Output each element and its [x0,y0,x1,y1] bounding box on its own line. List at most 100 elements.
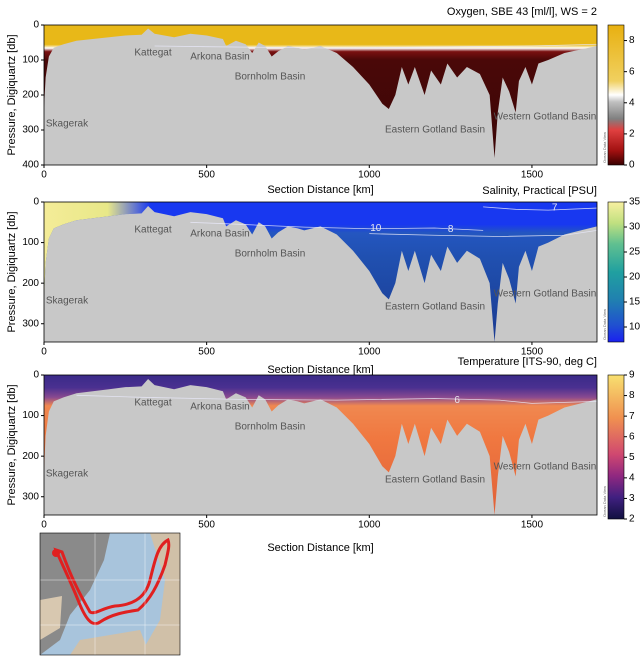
colorbar-tick-label: 6 [629,66,635,77]
colorbar-tick-label: 25 [629,247,640,258]
x-tick-label: 1000 [358,170,381,181]
colorbar-tick-label: 7 [629,411,635,422]
basin-label: Skagerak [46,296,89,307]
colorbar-tick-label: 35 [629,197,640,208]
map-frame [39,532,181,656]
y-tick-label: 0 [33,197,39,208]
x-tick-label: 1000 [358,520,381,531]
colorbar-tick-label: 2 [629,514,635,525]
basin-label: Western Gotland Basin [494,112,597,123]
basin-label: Bornholm Basin [235,422,306,433]
colorbar-tick-label: 20 [629,272,640,283]
x-tick-label: 500 [198,520,215,531]
water-field [44,375,597,515]
y-tick-label: 100 [22,55,39,66]
chart-title: Temperature [ITS-90, deg C] [458,356,597,368]
water-field [44,202,597,342]
water-column [44,375,597,515]
basin-label: Bornholm Basin [235,72,306,83]
y-tick-label: 0 [33,20,39,31]
y-axis-label: Pressure, Digiquartz [db] [6,211,18,332]
y-tick-label: 100 [22,410,39,421]
map-inset [40,533,180,655]
contour-line [190,221,484,231]
basin-label: Western Gotland Basin [494,289,597,300]
basin-label: Bornholm Basin [235,249,306,260]
colorbar-tick-label: 3 [629,493,635,504]
y-tick-label: 100 [22,237,39,248]
contour-label: 7 [552,203,558,214]
colorbar-tick-label: 9 [629,370,635,381]
chart-title: Oxygen, SBE 43 [ml/l], WS = 2 [447,6,597,18]
y-axis-label: Pressure, Digiquartz [db] [6,34,18,155]
contour-line [76,394,597,404]
watermark: Ocean Data View [602,309,607,340]
y-tick-label: 300 [22,491,39,502]
y-tick-label: 200 [22,278,39,289]
colorbar [607,24,625,166]
x-tick-label: 1500 [521,347,544,358]
basin-label: Arkona Basin [190,229,249,240]
colorbar-tick-label: 5 [629,452,635,463]
basin-label: Eastern Gotland Basin [385,125,485,136]
contour-label: 6 [454,395,460,406]
colorbar [607,374,625,520]
saline-inflow [44,202,597,342]
water-column [44,25,597,158]
colorbar-tick-label: 2 [629,129,635,140]
contour-label: 10 [370,223,382,234]
x-tick-label: 1500 [521,520,544,531]
basin-label: Eastern Gotland Basin [385,475,485,486]
colorbar-tick-label: 0 [629,160,635,171]
section-panel: 7 10 8 Kattegat Arkona Basin Bornholm Basin Sk… [6,185,640,376]
y-axis-label: Pressure, Digiquartz [db] [6,384,18,505]
y-tick-label: 200 [22,451,39,462]
basin-label: Skagerak [46,469,89,480]
colorbar-tick-label: 30 [629,222,640,233]
x-tick-label: 500 [198,170,215,181]
contour-line [483,206,597,211]
x-tick-label: 0 [41,520,47,531]
x-axis-label: Section Distance [km] [267,364,373,376]
basin-label: Arkona Basin [190,402,249,413]
watermark: Ocean Data View [602,486,607,517]
y-tick-label: 300 [22,318,39,329]
basin-label: Western Gotland Basin [494,462,597,473]
x-axis-label: Section Distance [km] [267,184,373,196]
colorbar-tick-label: 6 [629,431,635,442]
plot-frame [43,201,598,343]
y-tick-label: 0 [33,370,39,381]
x-tick-label: 1500 [521,170,544,181]
basin-label: Skagerak [46,119,89,130]
watermark: Ocean Data View [602,132,607,163]
y-tick-label: 400 [22,160,39,171]
y-tick-label: 200 [22,90,39,101]
y-tick-label: 300 [22,125,39,136]
section-panel: 6 Kattegat Arkona Basin Bornholm Basin Skage… [6,356,635,554]
section-panel: Kattegat Arkona Basin Bornholm Basin Skager… [6,6,635,196]
chart-title: Salinity, Practical [PSU] [482,185,597,197]
water-field [44,25,597,158]
x-tick-label: 0 [41,170,47,181]
colorbar-tick-label: 8 [629,35,635,46]
basin-label: Kattegat [134,48,171,59]
basin-label: Eastern Gotland Basin [385,302,485,313]
colorbar-tick-label: 8 [629,390,635,401]
contour-line [369,230,597,237]
contour-line [154,43,597,49]
contour-label: 8 [448,224,454,235]
colorbar-tick-label: 10 [629,322,640,333]
plot-frame [43,374,598,516]
colorbar-tick-label: 4 [629,97,635,108]
colorbar-tick-label: 4 [629,472,635,483]
basin-label: Kattegat [134,225,171,236]
x-tick-label: 500 [198,347,215,358]
colorbar [607,201,625,343]
x-axis-label: Section Distance [km] [267,542,373,554]
x-tick-label: 0 [41,347,47,358]
x-tick-label: 1000 [358,347,381,358]
colorbar-tick-label: 15 [629,297,640,308]
basin-label: Arkona Basin [190,52,249,63]
basin-label: Kattegat [134,398,171,409]
